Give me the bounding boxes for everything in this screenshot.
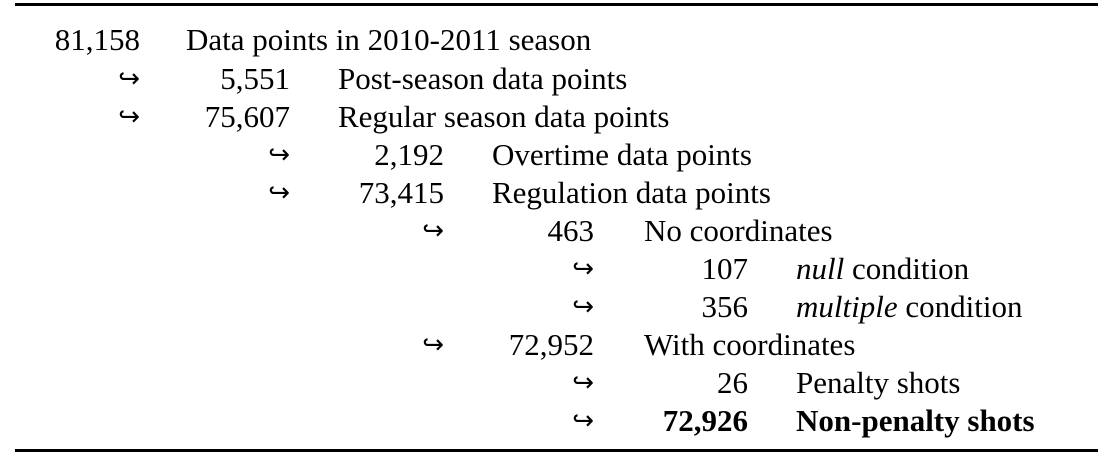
row-label: No coordinates [644,213,833,248]
top-rule [15,3,1098,6]
table-row: ↪ 463 No coordinates [0,212,1113,250]
row-label-emphasis: multiple [796,289,898,324]
hook-arrow-icon: ↪ [422,330,444,360]
row-label: Data points in 2010-2011 season [186,22,592,57]
count-value: 5,551 [220,61,290,96]
row-label: Regular season data points [338,99,670,134]
row-label: Post-season data points [338,61,628,96]
hook-arrow-icon: ↪ [268,178,290,208]
table-row: 81,158 Data points in 2010-2011 season [0,21,1113,59]
row-label: With coordinates [644,327,856,362]
row-label: Overtime data points [492,137,752,172]
row-label: Regulation data points [492,175,771,210]
count-value: 2,192 [374,137,444,172]
table-row-highlighted: ↪ 72,926 Non-penalty shots [0,402,1113,440]
row-label-rest: condition [844,251,970,286]
count-value: 107 [701,251,749,286]
hook-arrow-icon: ↪ [572,254,594,284]
row-label: null condition [796,250,969,288]
count-value: 72,952 [508,327,594,362]
table-row: ↪ 73,415 Regulation data points [0,174,1113,212]
table-row: ↪ 356 multiple condition [0,288,1113,326]
row-label: Penalty shots [796,365,961,400]
row-label-rest: condition [897,289,1023,324]
table-row: ↪ 75,607 Regular season data points [0,98,1113,136]
row-label-emphasis: null [796,251,845,286]
hook-arrow-icon: ↪ [572,406,594,436]
table-row: ↪ 2,192 Overtime data points [0,136,1113,174]
count-value: 75,607 [204,99,290,134]
bottom-rule [15,449,1098,452]
count-value: 356 [701,289,749,324]
row-label: multiple condition [796,288,1022,326]
table-row: ↪ 72,952 With coordinates [0,326,1113,364]
hook-arrow-icon: ↪ [118,64,140,94]
count-value: 73,415 [358,175,444,210]
hook-arrow-icon: ↪ [268,140,290,170]
row-label: Non-penalty shots [796,403,1035,438]
hook-arrow-icon: ↪ [118,102,140,132]
count-value: 26 [717,365,748,400]
count-value: 81,158 [54,22,140,57]
table-row: ↪ 26 Penalty shots [0,364,1113,402]
count-value: 463 [547,213,595,248]
count-value: 72,926 [662,403,748,438]
table-row: ↪ 5,551 Post-season data points [0,60,1113,98]
hook-arrow-icon: ↪ [422,216,444,246]
hook-arrow-icon: ↪ [572,368,594,398]
hook-arrow-icon: ↪ [572,292,594,322]
table-row: ↪ 107 null condition [0,250,1113,288]
